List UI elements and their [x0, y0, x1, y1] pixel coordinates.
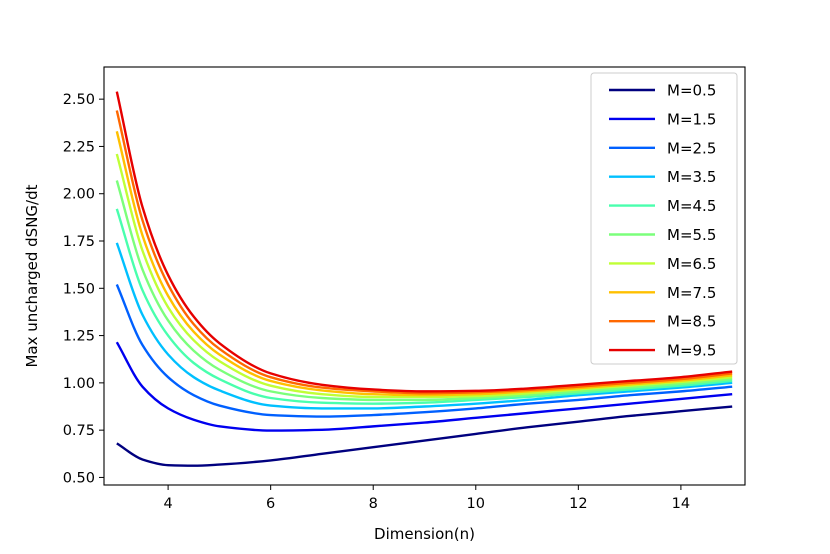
legend: M=0.5 M=1.5 M=2.5 M=3.5 M=4.5 M=5.5 M=6.5 M=7.5… [590, 72, 738, 365]
series-group [115, 91, 733, 467]
y-tick-label: 2.50 [63, 92, 95, 108]
series-line-9 [115, 110, 733, 395]
y-axis: 0.50 0.75 1.00 1.25 1.50 1.75 2.00 2.25 2.50 [63, 92, 104, 486]
x-tick-label: 14 [672, 496, 690, 512]
series-line-2 [115, 341, 733, 432]
y-tick-label: 2.00 [63, 187, 95, 203]
x-tick-label: 8 [369, 496, 378, 512]
series-line-5 [115, 208, 733, 405]
legend-label-2: M=1.5 [667, 110, 716, 128]
x-tick-label: 6 [266, 496, 275, 512]
y-tick-label: 0.75 [63, 423, 95, 439]
series-line-8 [115, 131, 733, 397]
legend-label-1: M=0.5 [667, 82, 716, 100]
legend-label-9: M=8.5 [667, 313, 716, 331]
y-tick-label: 2.25 [63, 139, 95, 155]
series-line-7 [115, 153, 733, 399]
y-tick-label: 0.50 [63, 470, 95, 486]
y-axis-label: Max uncharged dSNG/dt [23, 184, 41, 367]
y-tick-label: 1.50 [63, 281, 95, 297]
series-line-4 [115, 242, 733, 410]
series-line-1 [116, 405, 733, 467]
x-axis-label: Dimension(n) [374, 525, 475, 543]
series-line-10 [115, 91, 733, 393]
y-tick-label: 1.00 [63, 376, 95, 392]
x-tick-label: 12 [569, 496, 587, 512]
series-line-6 [115, 180, 733, 402]
plot-frame [103, 66, 746, 486]
legend-label-8: M=7.5 [667, 284, 716, 302]
y-tick-label: 1.75 [63, 234, 95, 250]
x-tick-label: 4 [163, 496, 172, 512]
legend-label-10: M=9.5 [667, 342, 716, 360]
x-tick-label: 10 [467, 496, 485, 512]
y-tick-label: 1.25 [63, 329, 95, 345]
legend-label-5: M=4.5 [667, 197, 716, 215]
legend-label-4: M=3.5 [667, 168, 716, 186]
legend-label-6: M=5.5 [667, 226, 716, 244]
legend-label-3: M=2.5 [667, 139, 716, 157]
legend-label-7: M=6.5 [667, 255, 716, 273]
series-line-3 [115, 284, 733, 418]
x-axis: 4 6 8 10 12 14 [163, 485, 690, 512]
